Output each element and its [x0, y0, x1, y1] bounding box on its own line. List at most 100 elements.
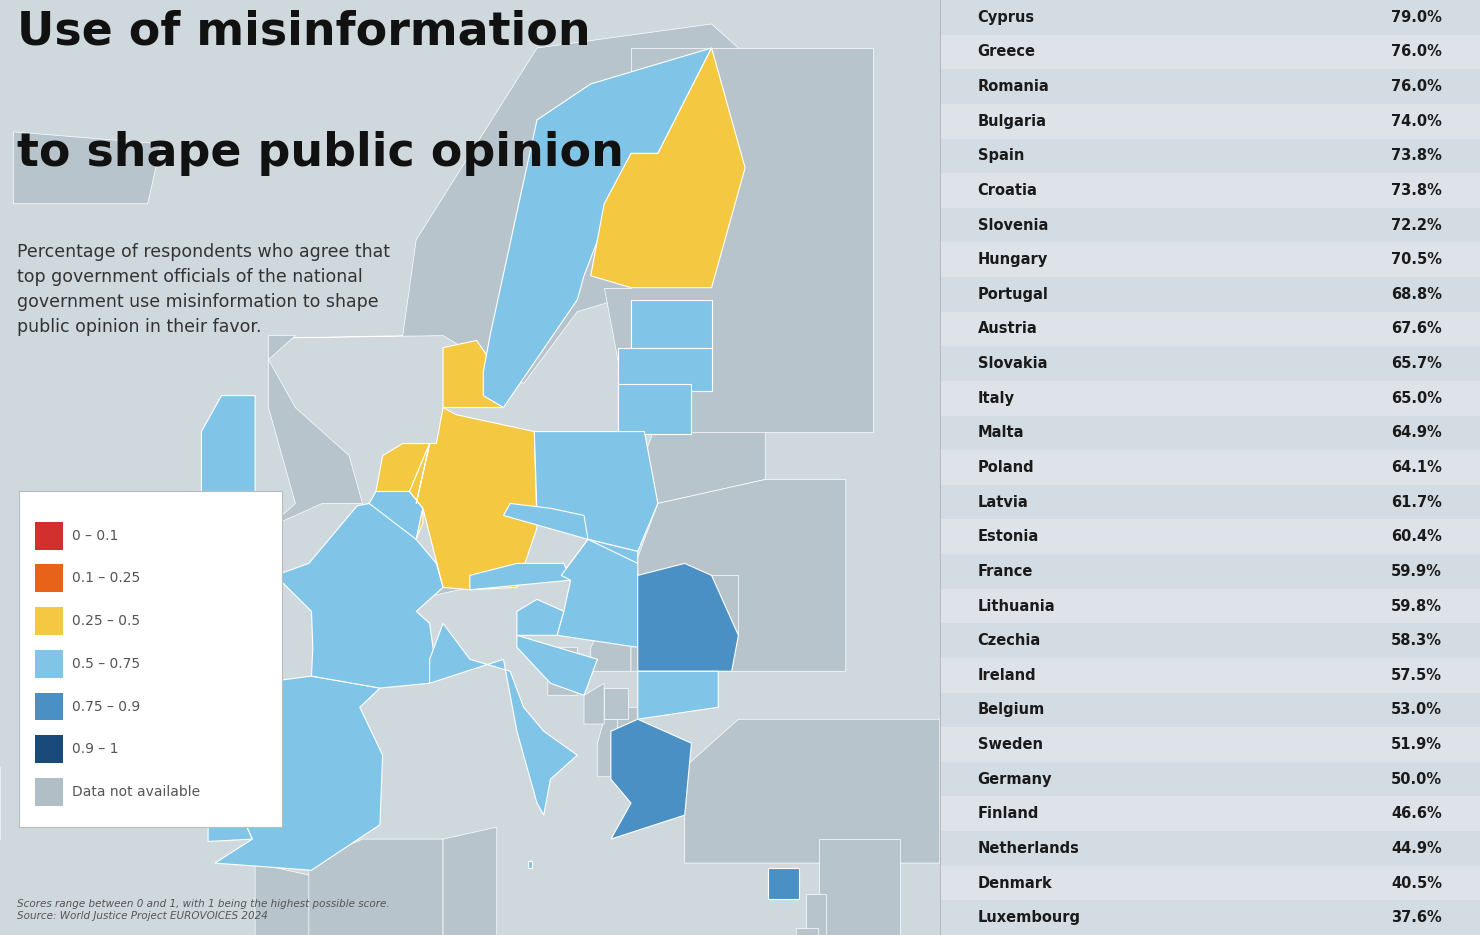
Polygon shape	[591, 48, 744, 288]
Polygon shape	[268, 336, 363, 527]
Bar	[940, 69, 1480, 104]
Polygon shape	[503, 503, 588, 539]
Text: Italy: Italy	[978, 391, 1015, 406]
Polygon shape	[416, 575, 471, 599]
Bar	[940, 173, 1480, 208]
Bar	[940, 311, 1480, 346]
Bar	[940, 727, 1480, 762]
Text: 46.6%: 46.6%	[1391, 806, 1442, 821]
Text: 68.8%: 68.8%	[1391, 287, 1442, 302]
Bar	[940, 277, 1480, 311]
Text: 58.3%: 58.3%	[1391, 633, 1442, 648]
Polygon shape	[591, 624, 630, 671]
Text: Estonia: Estonia	[978, 529, 1039, 544]
Bar	[940, 624, 1480, 658]
Bar	[34, 607, 64, 635]
Text: 74.0%: 74.0%	[1391, 114, 1442, 129]
Polygon shape	[201, 396, 255, 492]
Text: 76.0%: 76.0%	[1391, 45, 1442, 60]
Text: 67.6%: 67.6%	[1391, 322, 1442, 337]
Text: Belgium: Belgium	[978, 702, 1045, 717]
Bar	[940, 797, 1480, 831]
Text: 57.5%: 57.5%	[1391, 668, 1442, 683]
Bar	[940, 346, 1480, 381]
Polygon shape	[215, 676, 383, 870]
Text: 65.0%: 65.0%	[1391, 391, 1442, 406]
Text: 0.1 – 0.25: 0.1 – 0.25	[73, 571, 141, 585]
Text: 50.0%: 50.0%	[1391, 771, 1442, 786]
Text: 51.9%: 51.9%	[1391, 737, 1442, 752]
Polygon shape	[528, 861, 531, 868]
Text: Poland: Poland	[978, 460, 1035, 475]
Text: Ireland: Ireland	[978, 668, 1036, 683]
Text: Germany: Germany	[978, 771, 1052, 786]
Polygon shape	[617, 348, 712, 391]
Polygon shape	[416, 509, 423, 539]
FancyBboxPatch shape	[19, 491, 283, 827]
Text: 44.9%: 44.9%	[1391, 841, 1442, 856]
Bar	[940, 900, 1480, 935]
Polygon shape	[585, 683, 604, 724]
Polygon shape	[443, 827, 497, 935]
Text: 64.9%: 64.9%	[1391, 425, 1442, 440]
Text: 0 – 0.1: 0 – 0.1	[73, 528, 118, 542]
Polygon shape	[611, 719, 691, 839]
Text: 72.2%: 72.2%	[1391, 218, 1442, 233]
Polygon shape	[275, 503, 443, 688]
Text: Slovakia: Slovakia	[978, 356, 1048, 371]
Bar	[34, 736, 64, 763]
Polygon shape	[410, 408, 537, 590]
Text: Spain: Spain	[978, 149, 1024, 164]
Polygon shape	[484, 48, 712, 408]
Polygon shape	[548, 647, 577, 696]
Polygon shape	[805, 894, 826, 935]
Polygon shape	[281, 24, 739, 383]
Text: France: France	[978, 564, 1033, 579]
Polygon shape	[768, 868, 799, 899]
Polygon shape	[611, 707, 638, 743]
Polygon shape	[617, 383, 691, 434]
Bar	[34, 522, 64, 550]
Bar	[940, 208, 1480, 242]
Polygon shape	[638, 564, 739, 671]
Polygon shape	[630, 480, 847, 671]
Text: Lithuania: Lithuania	[978, 598, 1055, 613]
Polygon shape	[471, 564, 571, 590]
Text: Slovenia: Slovenia	[978, 218, 1048, 233]
Text: Scores range between 0 and 1, with 1 being the highest possible score.
Source: W: Scores range between 0 and 1, with 1 bei…	[16, 899, 389, 921]
Text: Use of misinformation: Use of misinformation	[16, 9, 591, 54]
Text: Croatia: Croatia	[978, 183, 1037, 198]
Polygon shape	[638, 671, 718, 719]
Bar	[940, 520, 1480, 554]
Bar	[940, 0, 1480, 35]
Polygon shape	[685, 719, 940, 863]
Text: 0.75 – 0.9: 0.75 – 0.9	[73, 699, 141, 713]
Polygon shape	[818, 839, 900, 935]
Polygon shape	[443, 340, 506, 408]
Text: Bulgaria: Bulgaria	[978, 114, 1046, 129]
Text: Luxembourg: Luxembourg	[978, 910, 1080, 926]
Text: Percentage of respondents who agree that
top government officials of the nationa: Percentage of respondents who agree that…	[16, 243, 389, 336]
Text: 65.7%: 65.7%	[1391, 356, 1442, 371]
Polygon shape	[630, 300, 712, 348]
Text: 61.7%: 61.7%	[1391, 495, 1442, 510]
Bar	[940, 35, 1480, 69]
Text: 64.1%: 64.1%	[1391, 460, 1442, 475]
Polygon shape	[369, 492, 423, 539]
Polygon shape	[796, 928, 817, 935]
Polygon shape	[534, 432, 659, 552]
Bar	[940, 658, 1480, 693]
Text: 73.8%: 73.8%	[1391, 183, 1442, 198]
Polygon shape	[561, 539, 638, 581]
Bar	[34, 565, 64, 592]
Text: Netherlands: Netherlands	[978, 841, 1079, 856]
Bar	[940, 104, 1480, 138]
Text: Austria: Austria	[978, 322, 1037, 337]
Bar	[940, 138, 1480, 173]
Text: Portugal: Portugal	[978, 287, 1048, 302]
Text: 37.6%: 37.6%	[1391, 910, 1442, 926]
Bar	[940, 866, 1480, 900]
Text: 79.0%: 79.0%	[1391, 9, 1442, 25]
Bar	[34, 778, 64, 806]
Bar	[940, 589, 1480, 624]
